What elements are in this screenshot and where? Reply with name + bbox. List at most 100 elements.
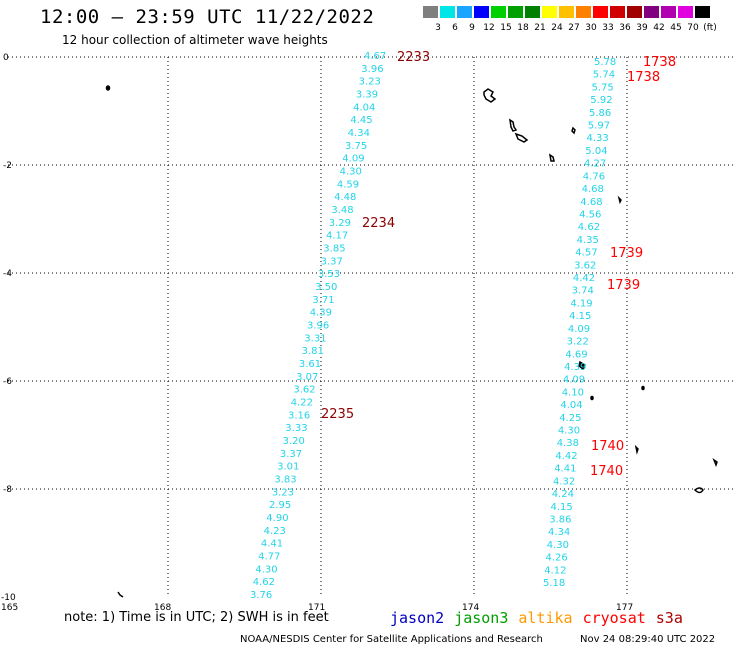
wave-height-label: 5.75 (592, 82, 614, 93)
wave-height-label: 5.97 (588, 121, 610, 132)
wave-height-label: 3.53 (318, 269, 340, 280)
time-label: 1738 (643, 55, 676, 70)
wave-height-label: 5.74 (593, 70, 615, 81)
legend-label: 42 (653, 23, 665, 33)
legend-label: 45 (670, 23, 682, 33)
time-label: 1739 (610, 246, 643, 261)
wave-height-label: 3.71 (312, 295, 334, 306)
time-label: 1740 (591, 439, 624, 454)
wave-height-label: 3.37 (321, 256, 343, 267)
island-outlines (105, 85, 718, 598)
wave-height-label: 4.77 (258, 552, 280, 563)
time-label: 1740 (590, 464, 623, 479)
wave-height-label: 4.68 (582, 184, 604, 195)
legend-swatch (541, 5, 558, 19)
legend-label: 21 (534, 23, 546, 33)
wave-height-label: 4.09 (563, 375, 585, 386)
wave-height-label: 4.17 (326, 231, 348, 242)
color-legend (422, 5, 711, 21)
legend-swatch (558, 5, 575, 19)
wave-height-label: 3.39 (356, 90, 378, 101)
wave-height-label: 3.96 (307, 321, 329, 332)
wave-height-label: 4.32 (553, 476, 575, 487)
wave-height-label: 4.38 (557, 438, 579, 449)
y-tick: -6 (3, 377, 12, 387)
satellite-jason3: jason3 (454, 609, 509, 627)
wave-height-label: 3.20 (283, 436, 305, 447)
y-tick: -2 (3, 161, 12, 171)
legend-swatch (643, 5, 660, 19)
satellite-altika: altika (518, 609, 573, 627)
satellite-jason2: jason2 (390, 609, 445, 627)
legend-swatch (694, 5, 711, 19)
legend-label: 15 (500, 23, 512, 33)
legend-swatch (422, 5, 439, 19)
legend-swatch (507, 5, 524, 19)
legend-label: 6 (452, 23, 458, 33)
wave-height-label: 4.34 (548, 527, 570, 538)
wave-height-label: 4.15 (551, 502, 573, 513)
legend-swatch (592, 5, 609, 19)
x-tick: 174 (462, 603, 479, 613)
legend-label: 18 (517, 23, 529, 33)
grid-lines (8, 56, 735, 597)
legend-label: 24 (551, 23, 563, 33)
wave-height-label: 4.42 (573, 273, 595, 284)
wave-height-label: 3.01 (277, 462, 299, 473)
time-label: 1738 (627, 70, 660, 85)
wave-height-label: 4.12 (544, 565, 566, 576)
wave-height-label: 4.56 (579, 210, 601, 221)
y-tick: -4 (3, 269, 12, 279)
wave-height-label: 4.09 (568, 324, 590, 335)
wave-height-label: 4.69 (565, 349, 587, 360)
legend-label: 70 (687, 23, 699, 33)
wave-height-label: 4.45 (350, 115, 372, 126)
x-tick: 165 (1, 603, 18, 613)
wave-height-label: 3.23 (359, 77, 381, 88)
wave-height-label: 4.10 (562, 387, 584, 398)
wave-height-label: 4.33 (587, 133, 609, 144)
wave-height-label: 4.15 (569, 311, 591, 322)
wave-height-label: 5.92 (590, 95, 612, 106)
satellite-legend: jason2 jason3 altika cryosat s3a (390, 609, 693, 627)
wave-height-label: 4.19 (570, 298, 592, 309)
x-tick: 171 (308, 603, 325, 613)
legend-swatch (677, 5, 694, 19)
wave-height-label: 3.85 (323, 244, 345, 255)
wave-height-label: 5.18 (543, 578, 565, 589)
wave-height-label: 3.48 (331, 205, 353, 216)
wave-height-label: 4.04 (353, 102, 375, 113)
wave-height-label: 4.30 (558, 426, 580, 437)
wave-height-label: 2.95 (269, 500, 291, 511)
wave-height-label: 3.33 (285, 423, 307, 434)
wave-height-label: 3.61 (299, 359, 321, 370)
wave-height-label: 3.22 (567, 337, 589, 348)
wave-height-label: 3.37 (280, 449, 302, 460)
wave-height-label: 3.29 (329, 218, 351, 229)
time-label: 1739 (607, 278, 640, 293)
wave-height-label: 3.07 (296, 372, 318, 383)
wave-height-label: 4.22 (291, 398, 313, 409)
satellite-s3a: s3a (655, 609, 683, 627)
legend-swatch (524, 5, 541, 19)
wave-height-label: 5.78 (594, 57, 616, 68)
legend-label: 3 (435, 23, 441, 33)
legend-label: 30 (585, 23, 597, 33)
legend-label: 36 (619, 23, 631, 33)
time-label: 2233 (397, 50, 430, 65)
legend-swatch (609, 5, 626, 19)
track-2-wave-heights: 5.78 5.745.75 5.92 5.86 5.974.33 5.04 4.274.76… (543, 57, 616, 589)
legend-label: 27 (568, 23, 580, 33)
wave-height-label: 4.30 (340, 167, 362, 178)
wave-height-label: 4.39 (310, 308, 332, 319)
wave-height-label: 4.48 (334, 192, 356, 203)
x-tick: 177 (616, 603, 633, 613)
wave-height-label: 3.86 (549, 515, 571, 526)
y-tick: -10 (1, 593, 16, 603)
legend-label: 9 (469, 23, 475, 33)
y-tick: -8 (3, 485, 12, 495)
legend-label: (ft) (703, 23, 717, 33)
legend-label: 33 (602, 23, 614, 33)
credit-line: NOAA/NESDIS Center for Satellite Applica… (240, 634, 543, 645)
legend-label: 12 (483, 23, 495, 33)
